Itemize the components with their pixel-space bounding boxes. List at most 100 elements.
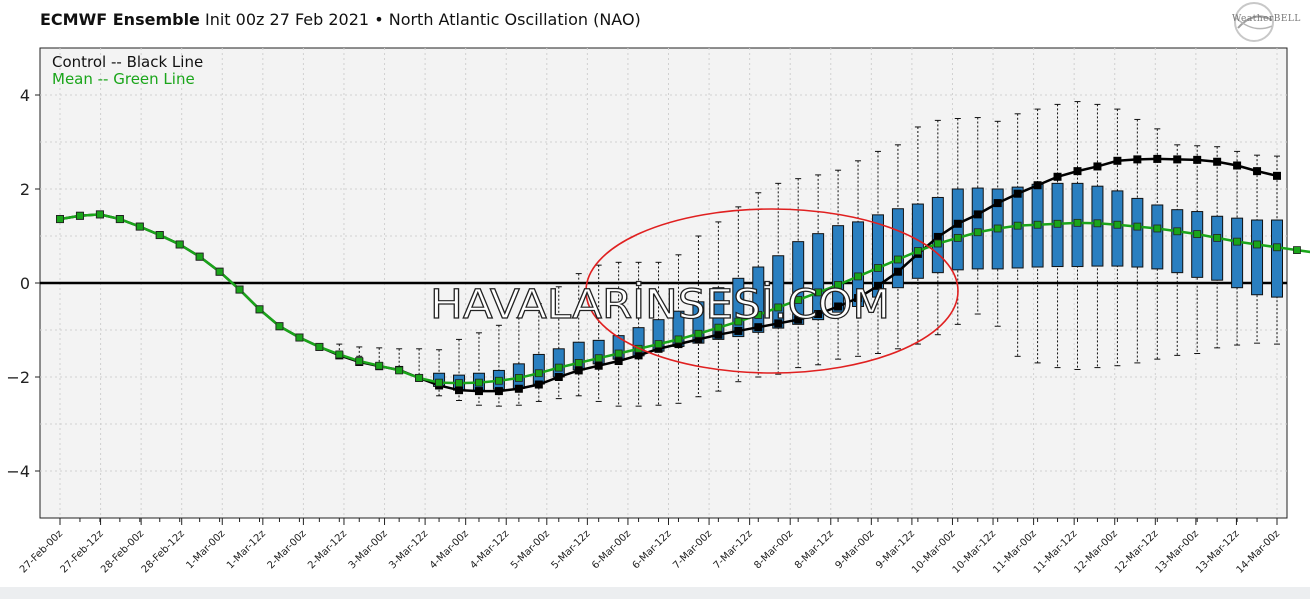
mean-point (594, 354, 603, 363)
y-tick-label: 4 (20, 86, 30, 105)
control-point (1073, 167, 1082, 176)
box (732, 277, 745, 338)
control-point (1273, 171, 1281, 180)
mean-point (375, 361, 384, 370)
x-tick-label: 6-Mar-12z (631, 528, 674, 571)
control-point (814, 310, 823, 319)
box (772, 255, 785, 329)
mean-point (534, 369, 543, 378)
control-point (953, 219, 962, 228)
mean-point (774, 303, 783, 312)
box (532, 353, 545, 385)
mean-point (235, 285, 244, 294)
mean-point (1213, 233, 1222, 242)
control-point (654, 344, 663, 353)
box (1271, 219, 1283, 298)
control-point (455, 386, 464, 395)
control-point (674, 340, 683, 349)
mean-point (794, 296, 803, 304)
mean-point (574, 358, 583, 367)
control-point (634, 351, 643, 360)
mean-point (435, 378, 443, 387)
x-tick-label: 1-Mar-12z (225, 528, 268, 571)
control-point (614, 357, 623, 366)
x-tick-label: 8-Mar-00z (752, 528, 795, 571)
control-point (1133, 155, 1142, 164)
mean-point (56, 215, 64, 223)
mean-point (913, 247, 922, 255)
box (832, 225, 845, 313)
control-point (714, 330, 723, 339)
x-tick-label: 1-Mar-00z (184, 528, 227, 571)
box (752, 266, 765, 333)
mean-point (315, 343, 324, 351)
mean-point (654, 340, 663, 349)
mean-point (1113, 220, 1122, 229)
footer-strip (0, 587, 1310, 599)
control-point (933, 232, 942, 241)
watermark: HAVALARİNSESİ.COM (430, 280, 890, 328)
box (852, 221, 865, 307)
mean-line (59, 213, 1310, 385)
mean-point (335, 350, 344, 359)
x-tick-label: 5-Mar-00z (509, 528, 552, 571)
mean-point (674, 335, 683, 344)
x-tick-label: 9-Mar-12z (874, 528, 917, 571)
box (792, 241, 805, 325)
chart-title: ECMWF Ensemble Init 00z 27 Feb 2021 • No… (40, 10, 641, 29)
control-point (873, 281, 882, 290)
x-tick-label: 8-Mar-12z (793, 528, 836, 571)
mean-point (1193, 230, 1202, 239)
x-tick-label: 3-Mar-00z (347, 528, 390, 571)
mean-point (1073, 218, 1082, 227)
mean-point (195, 252, 204, 261)
mean-point (275, 322, 284, 331)
mean-point (973, 228, 982, 237)
box (1211, 215, 1224, 281)
x-tick-label: 2-Mar-00z (266, 528, 309, 571)
x-tick-label: 2-Mar-12z (306, 528, 349, 571)
highlight-ellipse (585, 208, 959, 374)
weatherbell-logo: WeatherBELL (1218, 0, 1300, 44)
mean-point (1273, 243, 1281, 252)
control-point (834, 302, 843, 311)
mean-point (834, 280, 842, 289)
control-point (1093, 162, 1102, 171)
control-point (854, 294, 863, 303)
mean-point (475, 378, 483, 387)
box (891, 208, 904, 289)
title-brand: ECMWF Ensemble (40, 10, 200, 29)
mean-point (455, 379, 463, 388)
mean-point (754, 311, 763, 319)
control-point (534, 380, 543, 389)
mean-point (215, 267, 224, 276)
box (1171, 209, 1184, 274)
mean-point (734, 317, 743, 326)
control-point (1153, 154, 1162, 163)
control-point (1033, 181, 1042, 190)
title-bullet: • (374, 10, 384, 29)
x-tick-label: 4-Mar-00z (428, 528, 471, 571)
mean-point (874, 264, 882, 272)
mean-point (355, 357, 364, 365)
control-point (474, 387, 483, 396)
control-point (1013, 189, 1022, 198)
mean-point (1293, 246, 1301, 255)
mean-point (1153, 224, 1162, 233)
mean-point (495, 376, 503, 385)
annotation-mean: Mean -- Green Line (52, 70, 195, 88)
control-point (1193, 155, 1202, 164)
mean-point (96, 210, 104, 219)
control-point (1233, 161, 1242, 170)
mean-point (694, 329, 703, 338)
mean-point (1093, 219, 1102, 228)
mean-point (1133, 222, 1142, 231)
mean-point (175, 240, 184, 249)
mean-point (854, 272, 862, 281)
mean-point (814, 288, 823, 297)
x-tick-label: 4-Mar-12z (468, 528, 511, 571)
box (951, 188, 964, 271)
mean-point (614, 349, 623, 358)
x-tick-label: 5-Mar-12z (550, 528, 593, 571)
